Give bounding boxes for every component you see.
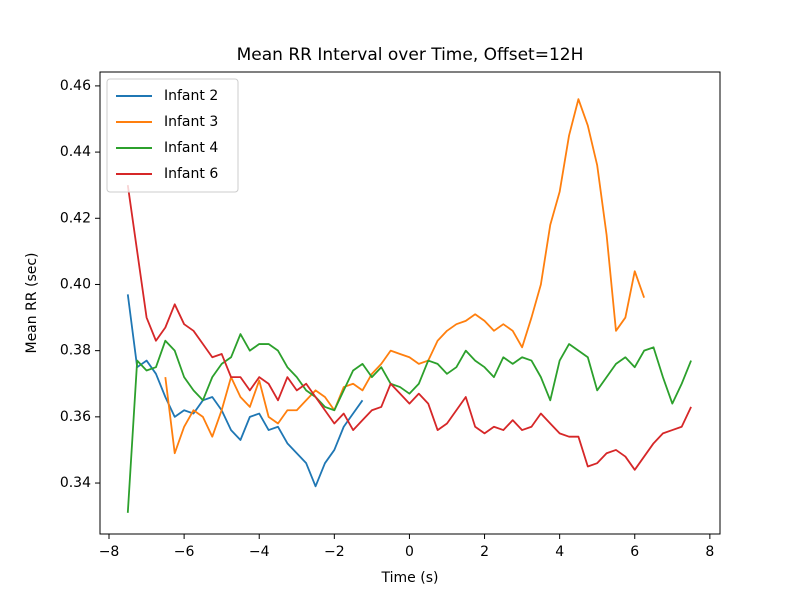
y-tick-label: 0.34 xyxy=(60,475,91,491)
y-tick-label: 0.46 xyxy=(60,78,91,94)
legend-label: Infant 4 xyxy=(164,140,218,156)
x-tick-label: −4 xyxy=(249,544,270,560)
x-tick-label: 2 xyxy=(480,544,489,560)
legend-label: Infant 3 xyxy=(164,114,218,130)
y-tick-label: 0.36 xyxy=(60,409,91,425)
x-tick-label: −8 xyxy=(99,544,120,560)
y-tick-label: 0.38 xyxy=(60,343,91,359)
series-line xyxy=(164,98,645,455)
y-axis-label: Mean RR (sec) xyxy=(24,252,40,353)
plot-lines xyxy=(126,98,692,513)
y-tick-label: 0.42 xyxy=(60,210,91,226)
plot-frame xyxy=(99,71,721,535)
x-axis-label: Time (s) xyxy=(381,570,439,586)
series-line xyxy=(126,185,692,471)
y-tick-label: 0.44 xyxy=(60,144,91,160)
x-tick-label: −6 xyxy=(174,544,195,560)
legend-label: Infant 6 xyxy=(164,166,218,182)
legend-box xyxy=(106,78,239,193)
series-line xyxy=(126,333,692,513)
x-tick-label: 6 xyxy=(630,544,639,560)
legend-label: Infant 2 xyxy=(164,88,218,104)
x-tick-label: 4 xyxy=(555,544,564,560)
x-tick-label: 8 xyxy=(705,544,714,560)
chart-title: Mean RR Interval over Time, Offset=12H xyxy=(237,45,584,65)
series-line xyxy=(126,294,364,488)
x-tick-label: −2 xyxy=(324,544,345,560)
y-tick-label: 0.40 xyxy=(60,276,91,292)
x-tick-label: 0 xyxy=(405,544,414,560)
